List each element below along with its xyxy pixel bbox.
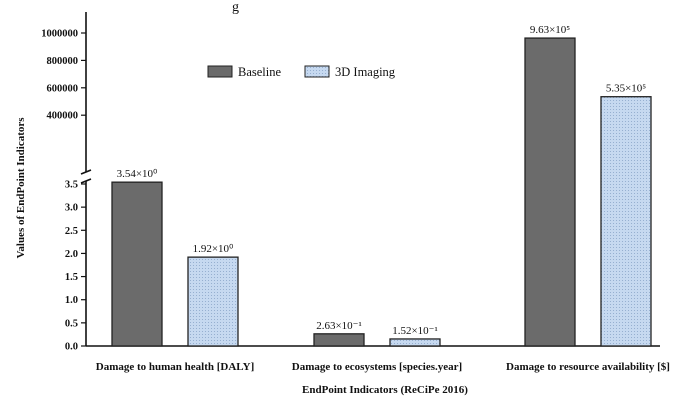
legend-label: Baseline [238,65,281,79]
bar-baseline [111,181,163,347]
axis-break-mark [80,169,92,175]
x-tick-label: Damage to human health [DALY] [96,361,255,373]
y-tick-label: 3.0 [65,203,78,214]
y-tick-label: 0.5 [65,318,78,329]
y-tick-label: 2.5 [65,226,78,237]
value-labels: 3.54×10⁰ 1.92×10⁰ 2.63×10⁻¹ 1.52×10⁻¹ 9.63×1… [117,24,647,337]
y-tick-label: 800000 [47,56,79,67]
y-tick-label: 2.0 [65,249,78,260]
data-label: 1.92×10⁰ [193,243,234,255]
bar-3d-imaging [600,96,652,347]
axis-break-mark [80,178,92,184]
legend-swatch [207,65,233,78]
y-axis-title: Values of EndPoint Indicators [15,117,27,259]
y-tick-label: 1000000 [41,29,78,40]
legend-label: 3D Imaging [335,65,396,79]
x-axis-title: EndPoint Indicators (ReCiPe 2016) [302,384,468,396]
legend-swatch [304,65,330,78]
y-tick-label: 1.0 [65,295,78,306]
data-label: 9.63×10⁵ [530,24,570,36]
legend: Baseline 3D Imaging [207,65,396,79]
bars [111,37,652,347]
data-label: 5.35×10⁵ [606,83,646,95]
y-tick-label: 600000 [47,83,79,94]
y-tick-label: 0.0 [65,342,78,353]
x-tick-label: Damage to ecosystems [species.year] [292,361,462,373]
data-label: 2.63×10⁻¹ [316,320,362,332]
data-label: 3.54×10⁰ [117,168,158,180]
bar-3d-imaging [389,338,441,347]
y-tick-label: 1.5 [65,272,78,283]
bar-baseline [524,37,576,347]
bar-3d-imaging [187,256,239,347]
bar-baseline [313,333,365,347]
y-tick-label: 400000 [47,111,79,122]
data-label: 1.52×10⁻¹ [392,325,438,337]
x-tick-label: Damage to resource availability [$] [506,361,670,373]
cropped-text-fragment: g [232,0,239,15]
axes: 0.0 0.5 1.0 1.5 2.0 2.5 3.0 3.5 400000 600000 8000… [41,12,670,373]
y-tick-label: 3.5 [65,180,78,191]
